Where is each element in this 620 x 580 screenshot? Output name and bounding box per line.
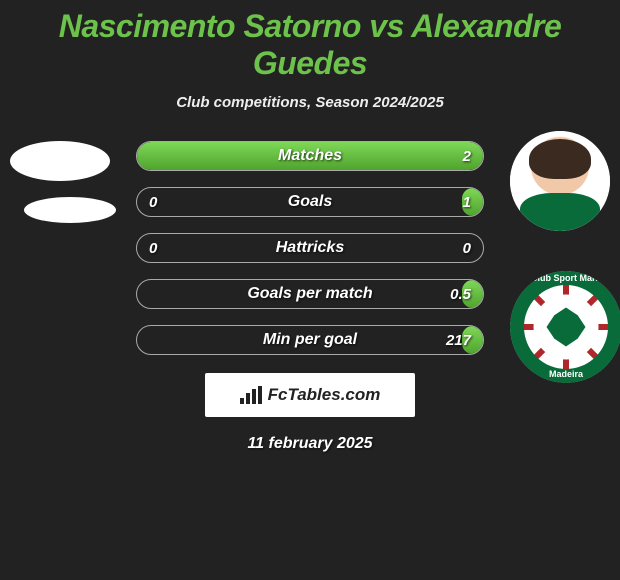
face-icon — [510, 131, 610, 231]
stat-bar: 0Hattricks0 — [136, 233, 484, 263]
stat-label: Goals — [137, 188, 483, 216]
club-text-bottom: Madeira — [510, 369, 620, 379]
player-right-avatar — [510, 131, 610, 231]
bars-icon — [240, 386, 262, 404]
stat-bar: Goals per match0.5 — [136, 279, 484, 309]
watermark-text: FcTables.com — [268, 385, 381, 405]
page-subtitle: Club competitions, Season 2024/2025 — [0, 94, 620, 111]
lion-icon — [547, 308, 586, 347]
player-left-club-placeholder — [24, 197, 116, 223]
stat-label: Hattricks — [137, 234, 483, 262]
stat-bars: Matches20Goals10Hattricks0Goals per matc… — [136, 141, 484, 355]
player-left-avatar-placeholder — [10, 141, 110, 181]
stat-label: Goals per match — [137, 280, 483, 308]
stat-value-right: 217 — [446, 326, 471, 354]
watermark-badge: FcTables.com — [205, 373, 415, 417]
stat-value-right: 0 — [463, 234, 471, 262]
stat-label: Min per goal — [137, 326, 483, 354]
stat-bar: Min per goal217 — [136, 325, 484, 355]
page-title: Nascimento Satorno vs Alexandre Guedes — [0, 0, 620, 82]
stat-value-right: 1 — [463, 188, 471, 216]
stat-bar: Matches2 — [136, 141, 484, 171]
stat-value-right: 2 — [463, 142, 471, 170]
player-right-club-badge: Club Sport Marit Madeira — [510, 271, 620, 383]
stat-bar: 0Goals1 — [136, 187, 484, 217]
comparison-panel: Club Sport Marit Madeira Matches20Goals1… — [0, 141, 620, 453]
club-text-top: Club Sport Marit — [510, 273, 620, 283]
date-label: 11 february 2025 — [0, 435, 620, 453]
stat-value-right: 0.5 — [450, 280, 471, 308]
stat-label: Matches — [137, 142, 483, 170]
